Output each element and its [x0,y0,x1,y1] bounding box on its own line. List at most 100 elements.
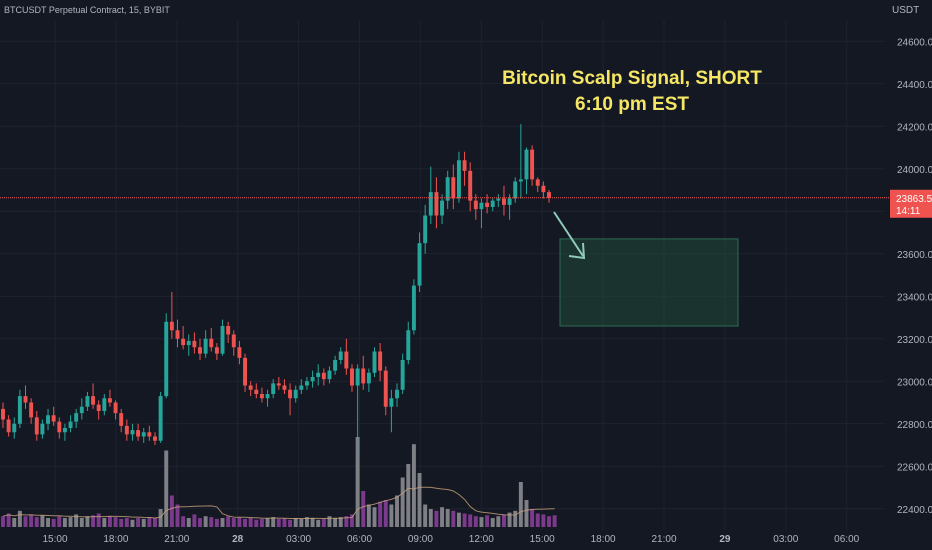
x-tick-label: 03:00 [773,534,798,545]
candle-body [276,383,281,386]
last-price-tag: 23863.5 14:11 [890,189,932,218]
volume-bar [119,518,124,527]
candle-body [456,160,461,199]
volume-bar [169,495,174,527]
candle-body [40,423,45,435]
volume-bar [192,514,197,527]
volume-bar [552,515,557,527]
candle-body [34,417,39,435]
candle-body [237,347,242,358]
candle-body [265,394,270,399]
volume-bar [299,518,304,527]
x-tick-label: 18:00 [103,534,128,545]
y-tick-label: 23600.0 [897,250,932,261]
volume-bar [265,518,270,527]
x-tick-label: 09:00 [408,534,433,545]
volume-bar [259,518,264,527]
volume-bar [518,482,523,527]
volume-bar [321,518,326,527]
volume-bar [198,518,202,527]
volume-bar [524,500,529,527]
volume-bar [62,518,67,527]
candle-body [85,396,90,407]
x-tick-label: 03:00 [286,534,311,545]
candle-body [299,385,304,390]
volume-bar [91,515,96,527]
volume-bar [175,504,180,527]
candle-body [91,396,96,405]
candle-body [186,340,191,346]
candle-body [507,198,512,205]
candle-body [378,351,383,371]
candle-body [57,421,62,433]
volume-bar [423,504,428,527]
candle-body [423,215,428,244]
candle-body [524,149,529,180]
candle-body [372,351,377,373]
candle-body [411,285,416,331]
x-tick-label: 06:00 [347,534,372,545]
candle-body [350,368,354,386]
volume-bar [96,513,101,527]
volume-bar [355,437,360,527]
volume-bar [237,517,242,527]
candle-body [102,398,107,411]
last-price-value: 23863.5 [896,194,932,205]
candle-body [293,389,298,399]
volume-bar [186,518,191,527]
volume-bar [57,516,62,527]
symbol-label: BTCUSDT Perpetual Contract, 15, BYBIT [4,5,170,15]
candle-body [214,347,219,354]
volume-bar [293,518,298,527]
volume-bar [68,517,73,527]
candle-body [445,177,450,201]
volume-bar [434,510,439,527]
candle-body [434,192,439,216]
y-tick-label: 22800.0 [897,420,932,431]
candle-body [440,200,445,216]
candle-body [333,360,338,371]
x-tick-label: 28 [232,534,244,545]
candle-body [130,430,135,435]
x-tick-label: 21:00 [651,534,676,545]
volume-bar [541,514,546,527]
volume-bar [79,518,84,527]
volume-bar [333,518,338,527]
candle-body [124,425,129,435]
volume-bar [530,509,535,527]
volume-bar [383,500,388,527]
volume-bar [468,514,473,527]
signal-arrow [553,211,584,257]
candle-body [479,202,484,210]
volume-bar [327,516,332,527]
target-zone [559,238,739,327]
x-tick-label: 15:00 [530,534,555,545]
candle-body [231,334,236,348]
volume-bar [181,516,186,527]
candle-body [327,370,332,380]
candle-body [169,321,174,331]
candle-body [226,326,231,335]
volume-bar [203,516,208,527]
candle-body [17,396,22,424]
volume-bar [378,501,383,527]
candle-body [338,351,343,360]
volume-bar [74,514,79,527]
volume-bar [209,517,214,527]
candle-body [496,198,501,201]
volume-bar [411,444,416,527]
volume-bar [276,518,281,527]
candle-body [79,406,84,414]
candle-body [141,432,146,437]
candle-body [147,432,152,437]
candle-body [530,149,535,180]
candle-body [501,198,506,205]
candle-body [220,326,225,354]
candle-body [389,398,394,407]
candle-body [485,202,490,207]
candle-body [248,385,253,390]
volume-bar [496,516,501,527]
